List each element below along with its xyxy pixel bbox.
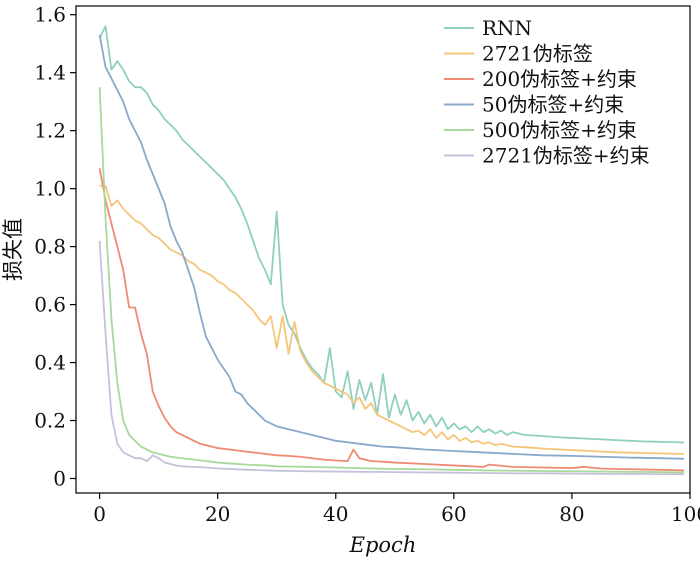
x-tick-label: 80 (559, 502, 584, 526)
x-axis-label: Epoch (349, 533, 417, 557)
legend-label-1: RNN (482, 16, 532, 40)
y-tick-label: 0.4 (34, 351, 66, 375)
legend-label-2: 2721伪标签 (482, 42, 593, 66)
y-axis-ticks: 0 0.2 0.4 0.6 0.8 1.0 1.2 1.4 1.6 (34, 3, 76, 491)
y-tick-label: 0 (53, 467, 66, 491)
x-tick-label: 100 (671, 502, 700, 526)
y-tick-label: 0.2 (34, 409, 66, 433)
y-tick-label: 0.8 (34, 235, 66, 259)
series-line-2 (99, 184, 685, 455)
legend-label-4: 50伪标签+约束 (482, 93, 624, 117)
x-tick-label: 0 (93, 502, 106, 526)
y-tick-label: 1.2 (34, 119, 66, 143)
y-tick-label: 1.6 (34, 3, 66, 27)
legend-label-3: 200伪标签+约束 (482, 67, 637, 91)
series-line-3 (98, 168, 685, 472)
series-line-4 (98, 34, 685, 460)
y-axis-label: 损失值 (1, 218, 25, 281)
series-line-6 (98, 240, 685, 476)
legend-label-5: 500伪标签+约束 (482, 118, 637, 142)
y-tick-label: 1.0 (34, 177, 66, 201)
x-tick-label: 40 (323, 502, 348, 526)
x-tick-label: 60 (441, 502, 466, 526)
series-line-5 (98, 87, 685, 474)
y-tick-label: 1.4 (34, 61, 66, 85)
y-tick-label: 0.6 (34, 293, 66, 317)
x-axis-ticks: 0 20 40 60 80 100 (93, 493, 700, 526)
x-tick-label: 20 (205, 502, 230, 526)
series-layer (98, 25, 685, 476)
legend: RNN2721伪标签200伪标签+约束50伪标签+约束500伪标签+约束2721… (444, 16, 650, 168)
series-line-1 (98, 25, 685, 444)
legend-label-6: 2721伪标签+约束 (482, 144, 650, 168)
plot-area-frame (75, 5, 691, 494)
